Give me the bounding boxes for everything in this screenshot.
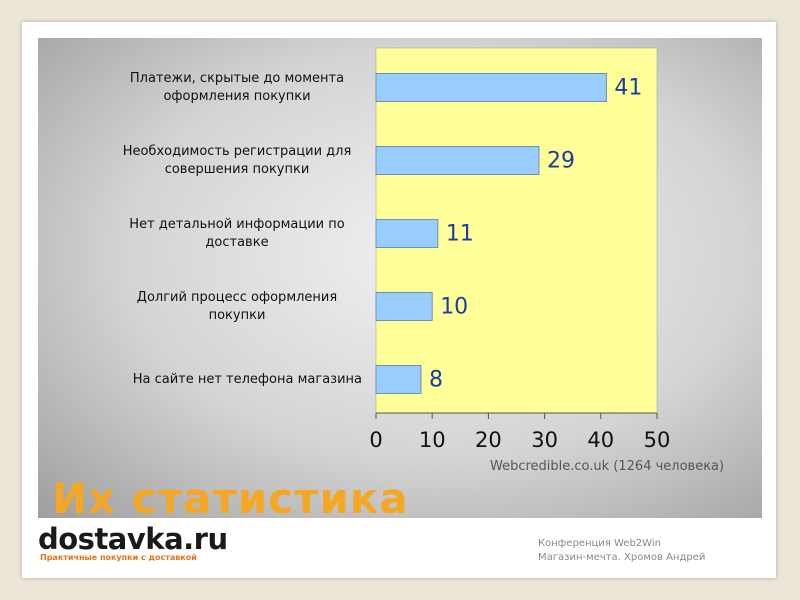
category-label: На сайте нет телефона магазина	[102, 371, 362, 389]
value-label: 11	[446, 222, 474, 247]
x-tick-label: 10	[419, 428, 446, 452]
x-tick-label: 40	[587, 428, 614, 452]
value-label: 41	[614, 76, 642, 101]
category-label: Нет детальной информации по доставке	[102, 216, 362, 252]
category-label: Платежи, скрытые до момента оформления п…	[102, 70, 362, 106]
x-tick-label: 20	[475, 428, 502, 452]
category-text: На сайте нет телефона магазина	[132, 371, 362, 387]
footer-line: Магазин-мечта. Хромов Андрей	[538, 552, 706, 563]
logo: dostavka.ru	[38, 522, 228, 556]
category-label: Необходимость регистрации для совершения…	[102, 143, 362, 179]
x-tick-label: 50	[644, 428, 671, 452]
category-text: Долгий процесс оформления покупки	[136, 289, 338, 323]
source-note: Webcredible.co.uk (1264 человека)	[490, 459, 725, 474]
category-label: Долгий процесс оформления покупки	[102, 289, 362, 325]
slide-title: Их статистика	[52, 474, 409, 523]
value-label: 8	[429, 368, 443, 393]
bar	[375, 219, 439, 248]
bar	[375, 365, 422, 394]
category-text: Платежи, скрытые до момента оформления п…	[129, 70, 345, 104]
bar	[375, 73, 607, 102]
x-tick-label: 0	[369, 428, 382, 452]
bar	[375, 292, 433, 321]
value-label: 29	[547, 149, 575, 174]
value-label: 10	[440, 295, 468, 320]
category-text: Нет детальной информации по доставке	[129, 216, 345, 250]
x-tick-label: 30	[531, 428, 558, 452]
slogan: Практичные покупки с доставкой	[40, 553, 197, 562]
bar	[375, 146, 540, 175]
category-text: Необходимость регистрации для совершения…	[122, 143, 352, 177]
footer-line: Конференция Web2Win	[538, 538, 661, 549]
